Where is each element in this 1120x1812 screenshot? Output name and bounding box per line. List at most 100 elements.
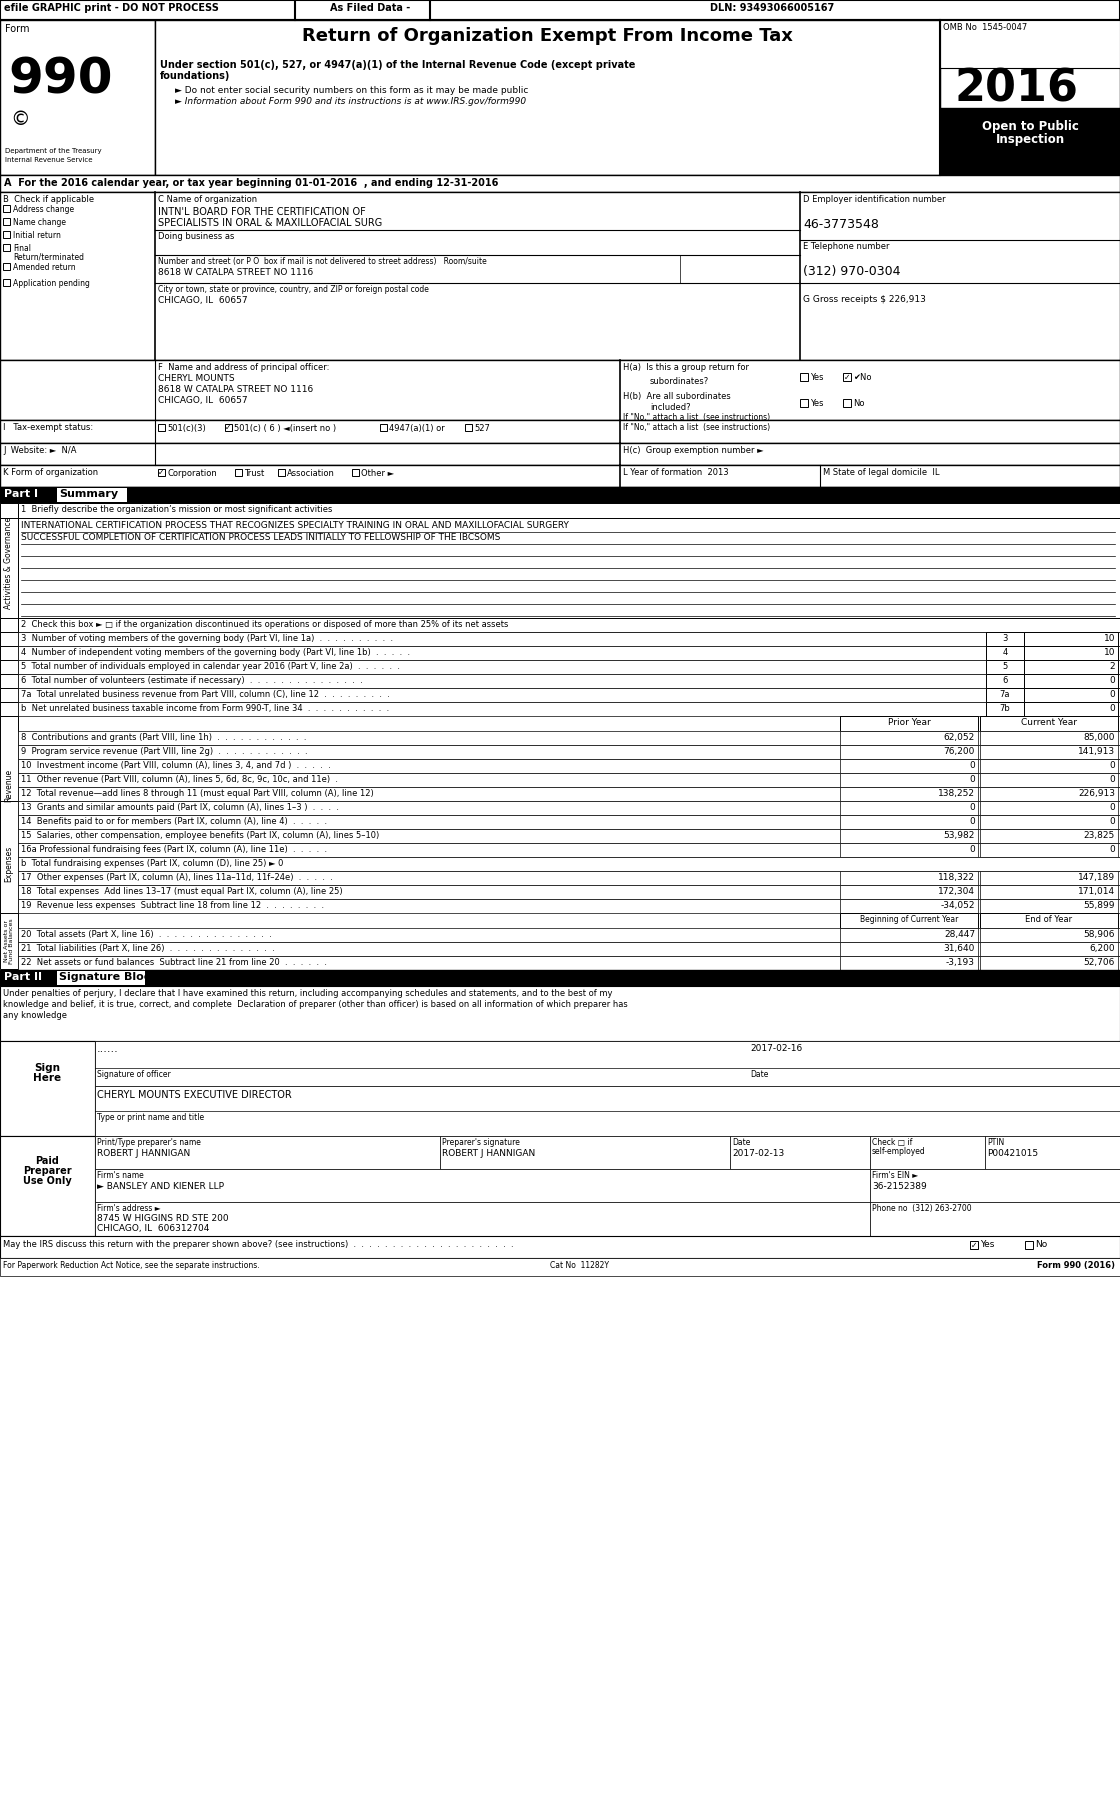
Text: -34,052: -34,052 bbox=[941, 901, 976, 910]
Bar bbox=[980, 815, 1118, 830]
Bar bbox=[840, 815, 978, 830]
Text: 46-3773548: 46-3773548 bbox=[803, 217, 879, 230]
Bar bbox=[1024, 674, 1118, 689]
Text: CHICAGO, IL  60657: CHICAGO, IL 60657 bbox=[158, 295, 248, 304]
Bar bbox=[843, 373, 851, 381]
Text: ► Information about Form 990 and its instructions is at www.IRS.gov/form990: ► Information about Form 990 and its ins… bbox=[175, 98, 526, 105]
Bar bbox=[986, 674, 1024, 689]
Text: ✓: ✓ bbox=[225, 422, 232, 431]
Bar bbox=[18, 884, 1120, 899]
Bar bbox=[440, 1136, 730, 1169]
Text: OMB No  1545-0047: OMB No 1545-0047 bbox=[943, 24, 1027, 33]
Bar bbox=[18, 857, 1120, 872]
Bar bbox=[0, 487, 1120, 504]
Bar bbox=[0, 969, 1120, 986]
Bar bbox=[18, 942, 1120, 957]
Bar bbox=[840, 899, 978, 913]
Bar bbox=[980, 801, 1118, 815]
Text: 0: 0 bbox=[1109, 761, 1116, 770]
Text: 1  Briefly describe the organization’s mission or most significant activities: 1 Briefly describe the organization’s mi… bbox=[21, 506, 333, 515]
Text: 226,913: 226,913 bbox=[1077, 788, 1116, 797]
Text: knowledge and belief, it is true, correct, and complete  Declaration of preparer: knowledge and belief, it is true, correc… bbox=[3, 1000, 627, 1009]
Bar bbox=[840, 730, 978, 745]
Text: 76,200: 76,200 bbox=[944, 747, 976, 756]
Bar bbox=[18, 745, 1120, 759]
Text: 6: 6 bbox=[1002, 676, 1008, 685]
Bar bbox=[980, 928, 1118, 942]
Bar bbox=[0, 1236, 1120, 1258]
Text: Number and street (or P O  box if mail is not delivered to street address)   Roo: Number and street (or P O box if mail is… bbox=[158, 257, 487, 266]
Bar bbox=[0, 913, 18, 969]
Text: G Gross receipts $ 226,913: G Gross receipts $ 226,913 bbox=[803, 295, 926, 304]
Bar bbox=[1024, 689, 1118, 701]
Bar bbox=[980, 913, 1118, 928]
Text: Form 990 (2016): Form 990 (2016) bbox=[1037, 1261, 1116, 1270]
Text: ......: ...... bbox=[97, 1044, 119, 1055]
Bar bbox=[840, 843, 978, 857]
Bar bbox=[18, 957, 1120, 969]
Text: efile GRAPHIC print - DO NOT PROCESS: efile GRAPHIC print - DO NOT PROCESS bbox=[4, 4, 218, 13]
Bar bbox=[0, 20, 155, 176]
Bar bbox=[840, 774, 978, 786]
Text: 13  Grants and similar amounts paid (Part IX, column (A), lines 1–3 )  .  .  .  : 13 Grants and similar amounts paid (Part… bbox=[21, 803, 339, 812]
Text: P00421015: P00421015 bbox=[987, 1149, 1038, 1158]
Text: CHERYL MOUNTS: CHERYL MOUNTS bbox=[158, 373, 234, 382]
Text: 0: 0 bbox=[1109, 676, 1116, 685]
Text: Other ►: Other ► bbox=[361, 469, 394, 478]
Text: Doing business as: Doing business as bbox=[158, 232, 234, 241]
Text: PTIN: PTIN bbox=[987, 1138, 1005, 1147]
Text: Expenses: Expenses bbox=[4, 846, 13, 882]
Text: 28,447: 28,447 bbox=[944, 930, 976, 939]
Text: Paid: Paid bbox=[35, 1156, 59, 1165]
Bar bbox=[0, 618, 18, 632]
Bar bbox=[95, 1136, 440, 1169]
Bar bbox=[0, 986, 1120, 1042]
Bar bbox=[18, 843, 1120, 857]
Bar bbox=[18, 689, 1120, 701]
Text: Sign: Sign bbox=[34, 1064, 60, 1073]
Bar bbox=[18, 618, 1120, 632]
Bar bbox=[980, 942, 1118, 957]
Text: C Name of organization: C Name of organization bbox=[158, 196, 258, 205]
Text: Return of Organization Exempt From Income Tax: Return of Organization Exempt From Incom… bbox=[301, 27, 793, 45]
Bar bbox=[235, 469, 242, 477]
Bar bbox=[0, 689, 18, 701]
Bar bbox=[986, 701, 1024, 716]
Bar bbox=[940, 20, 1120, 176]
Text: H(b)  Are all subordinates: H(b) Are all subordinates bbox=[623, 391, 730, 400]
Bar bbox=[18, 518, 1120, 618]
Bar bbox=[986, 660, 1024, 674]
Text: Final: Final bbox=[13, 245, 31, 254]
Bar bbox=[980, 957, 1118, 969]
Bar bbox=[18, 774, 1120, 786]
Text: Department of the Treasury: Department of the Treasury bbox=[4, 149, 102, 154]
Text: INTERNATIONAL CERTIFICATION PROCESS THAT RECOGNIZES SPECIALTY TRAINING IN ORAL A: INTERNATIONAL CERTIFICATION PROCESS THAT… bbox=[21, 522, 569, 529]
Text: Firm's EIN ►: Firm's EIN ► bbox=[872, 1171, 918, 1180]
Text: 12  Total revenue—add lines 8 through 11 (must equal Part VIII, column (A), line: 12 Total revenue—add lines 8 through 11 … bbox=[21, 788, 374, 797]
Bar bbox=[980, 884, 1118, 899]
Bar bbox=[0, 420, 1120, 442]
Bar bbox=[0, 518, 18, 618]
Text: I   Tax-exempt status:: I Tax-exempt status: bbox=[3, 422, 93, 431]
Bar bbox=[0, 504, 18, 518]
Text: If "No," attach a list  (see instructions): If "No," attach a list (see instructions… bbox=[623, 413, 771, 422]
Bar bbox=[18, 632, 1120, 647]
Bar bbox=[380, 424, 388, 431]
Text: 138,252: 138,252 bbox=[939, 788, 976, 797]
Text: 8618 W CATALPA STREET NO 1116: 8618 W CATALPA STREET NO 1116 bbox=[158, 384, 314, 393]
Text: Firm's address ►: Firm's address ► bbox=[97, 1203, 160, 1212]
Bar bbox=[3, 245, 10, 252]
Bar bbox=[95, 1169, 870, 1201]
Text: J  Website: ►  N/A: J Website: ► N/A bbox=[3, 446, 76, 455]
Text: For Paperwork Reduction Act Notice, see the separate instructions.: For Paperwork Reduction Act Notice, see … bbox=[3, 1261, 260, 1270]
Bar bbox=[1025, 1241, 1033, 1248]
Bar bbox=[730, 1136, 870, 1169]
Text: Activities & Governance: Activities & Governance bbox=[4, 516, 13, 609]
Text: 0: 0 bbox=[1109, 776, 1116, 785]
Text: 10: 10 bbox=[1103, 634, 1116, 643]
Text: 501(c) ( 6 ) ◄(insert no ): 501(c) ( 6 ) ◄(insert no ) bbox=[234, 424, 336, 433]
Text: 8618 W CATALPA STREET NO 1116: 8618 W CATALPA STREET NO 1116 bbox=[158, 268, 314, 277]
Bar bbox=[980, 786, 1118, 801]
Text: SUCCESSFUL COMPLETION OF CERTIFICATION PROCESS LEADS INITIALLY TO FELLOWSHIP OF : SUCCESSFUL COMPLETION OF CERTIFICATION P… bbox=[21, 533, 501, 542]
Text: Association: Association bbox=[287, 469, 335, 478]
